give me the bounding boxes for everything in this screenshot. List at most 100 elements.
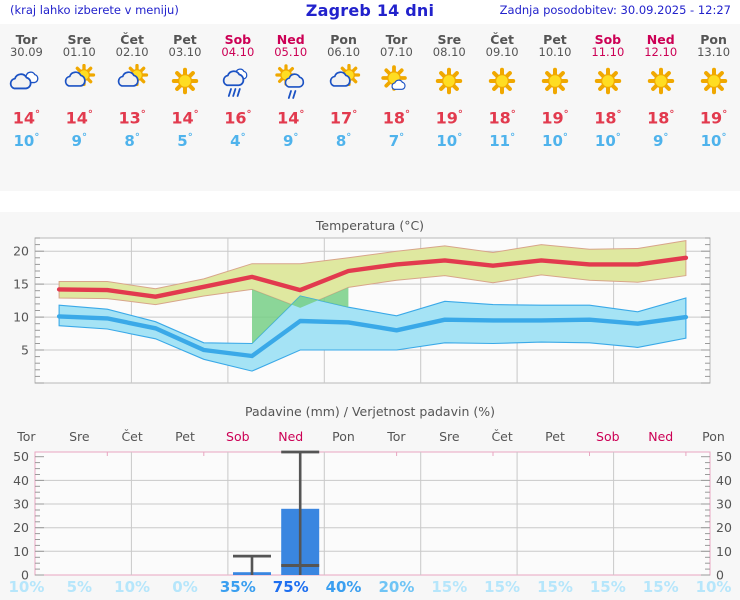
day-of-week-label: Sob: [224, 32, 252, 47]
max-temperature-value: 14°: [171, 108, 199, 128]
precipitation-probability-label: 10%: [114, 578, 151, 596]
svg-text:0: 0: [21, 568, 29, 583]
forecast-day-column[interactable]: Tor 07.10 18° 7°: [370, 24, 423, 151]
max-temperature-value: 17°: [329, 108, 358, 128]
forecast-day-column[interactable]: Pet 03.10 14° 5°: [159, 24, 212, 151]
precipitation-probability-label: 5%: [66, 578, 93, 596]
precipitation-day-label: Pet: [545, 429, 565, 444]
min-temperature-value: 10°: [594, 132, 621, 151]
svg-text:10: 10: [13, 310, 29, 325]
svg-text:15: 15: [13, 277, 29, 292]
forecast-day-column[interactable]: Pet 10.10 19° 10°: [529, 24, 582, 151]
max-temperature-value: 18°: [382, 108, 411, 128]
day-date-label: 01.10: [62, 45, 96, 59]
min-temperature-value: 5°: [177, 132, 193, 151]
svg-text:40: 40: [716, 473, 732, 488]
svg-text:10: 10: [716, 544, 732, 559]
max-temperature-value: 14°: [12, 108, 41, 128]
day-of-week-label: Tor: [15, 32, 38, 47]
day-date-label: 04.10: [221, 45, 255, 59]
precipitation-probability-label: 15%: [642, 578, 679, 596]
forecast-day-column[interactable]: Sob 11.10 18° 10°: [581, 24, 634, 151]
day-date-label: 08.10: [432, 45, 466, 59]
forecast-day-column[interactable]: Ned 12.10 18° 9°: [634, 24, 687, 151]
day-of-week-label: Čet: [120, 32, 144, 47]
sunny-icon: [634, 62, 687, 102]
max-temperature-value: 18°: [647, 108, 675, 128]
precipitation-chart: Padavine (mm) / Verjetnost padavin (%) 0…: [0, 400, 740, 600]
day-date-label: 07.10: [379, 45, 413, 59]
max-temperature-value: 19°: [435, 108, 463, 128]
forecast-day-column[interactable]: Čet 02.10 13° 8°: [106, 24, 159, 151]
partly-sunny-icon: [106, 62, 159, 102]
day-of-week-label: Sre: [67, 32, 92, 47]
svg-text:10: 10: [13, 544, 29, 559]
precipitation-day-label: Čet: [491, 429, 513, 444]
max-temperature-value: 18°: [488, 108, 516, 128]
precipitation-day-label: Sre: [439, 429, 460, 444]
day-of-week-label: Ned: [276, 32, 305, 47]
precipitation-day-label: Sob: [226, 429, 250, 444]
min-temperature-value: 11°: [489, 132, 516, 151]
page-title: Zagreb 14 dni: [305, 1, 435, 20]
svg-text:0: 0: [716, 568, 724, 583]
svg-text:30: 30: [716, 497, 732, 512]
section-divider: [0, 191, 740, 212]
svg-text:50: 50: [13, 449, 29, 464]
precipitation-probability-label: 15%: [537, 578, 573, 596]
forecast-day-column[interactable]: Čet 09.10 18° 11°: [476, 24, 529, 151]
day-of-week-label: Ned: [646, 32, 675, 47]
min-temperature-value: 7°: [388, 132, 405, 151]
day-of-week-label: Čet: [490, 32, 514, 47]
precipitation-probability-label: 10%: [8, 578, 45, 596]
forecast-day-column[interactable]: Sob 04.10 16° 4°: [211, 24, 264, 151]
sunny-icon: [423, 62, 476, 102]
min-temperature-value: 8°: [335, 132, 352, 151]
day-date-label: 12.10: [644, 45, 678, 59]
forecast-day-column[interactable]: Sre 08.10 19° 10°: [423, 24, 476, 151]
precipitation-probability-label: 15%: [484, 578, 521, 596]
precipitation-day-label: Čet: [121, 429, 143, 444]
location-menu-note: (kraj lahko izberete v meniju): [10, 3, 179, 17]
min-temperature-value: 8°: [124, 132, 140, 151]
forecast-day-column[interactable]: Tor 30.09 14° 10°: [0, 24, 53, 151]
svg-text:20: 20: [716, 520, 732, 535]
min-temperature-value: 9°: [652, 132, 669, 151]
precipitation-day-label: Sre: [69, 429, 90, 444]
forecast-day-column[interactable]: Ned 05.10 14° 9°: [264, 24, 317, 151]
forecast-day-column[interactable]: Pon 06.10 17° 8°: [317, 24, 370, 151]
precipitation-probability-label: 40%: [325, 578, 362, 596]
precipitation-day-label: Sob: [596, 429, 620, 444]
day-of-week-label: Pon: [330, 32, 357, 47]
day-date-label: 02.10: [115, 45, 149, 59]
forecast-day-column[interactable]: Sre 01.10 14° 9°: [53, 24, 106, 151]
min-temperature-value: 10°: [436, 132, 463, 151]
sun-rain-icon: [264, 62, 317, 102]
precipitation-probability-label: 75%: [272, 578, 309, 596]
day-of-week-label: Sre: [437, 32, 462, 47]
day-of-week-label: Tor: [385, 32, 408, 47]
rain-icon: [211, 62, 264, 102]
precipitation-probability-label: 15%: [589, 578, 626, 596]
svg-text:30: 30: [13, 497, 29, 512]
sunny-icon: [687, 62, 740, 102]
max-temperature-value: 19°: [699, 108, 728, 128]
precipitation-plot-svg: 0 0 10 10 20 20 30 30 40 40 50 50: [13, 449, 732, 583]
svg-text:40: 40: [13, 473, 29, 488]
page-header: (kraj lahko izberete v meniju) Zagreb 14…: [0, 0, 740, 24]
sunny-icon: [581, 62, 634, 102]
min-temperature-value: 10°: [700, 132, 727, 151]
partly-sunny-icon: [317, 62, 370, 102]
day-date-label: 09.10: [485, 45, 519, 59]
max-temperature-value: 14°: [277, 108, 305, 128]
forecast-day-column[interactable]: Pon 13.10 19° 10°: [687, 24, 740, 151]
precipitation-probability-label: 15%: [431, 578, 468, 596]
day-date-label: 10.10: [538, 45, 572, 59]
forecast-day-strip: Tor 30.09 14° 10° Sre 01.10 14° 9° Čet 02.10 13…: [0, 24, 740, 191]
precipitation-probability-label: 0%: [172, 578, 198, 596]
precipitation-day-label: Tor: [17, 429, 36, 444]
svg-text:20: 20: [13, 520, 29, 535]
day-of-week-label: Pon: [700, 32, 727, 47]
